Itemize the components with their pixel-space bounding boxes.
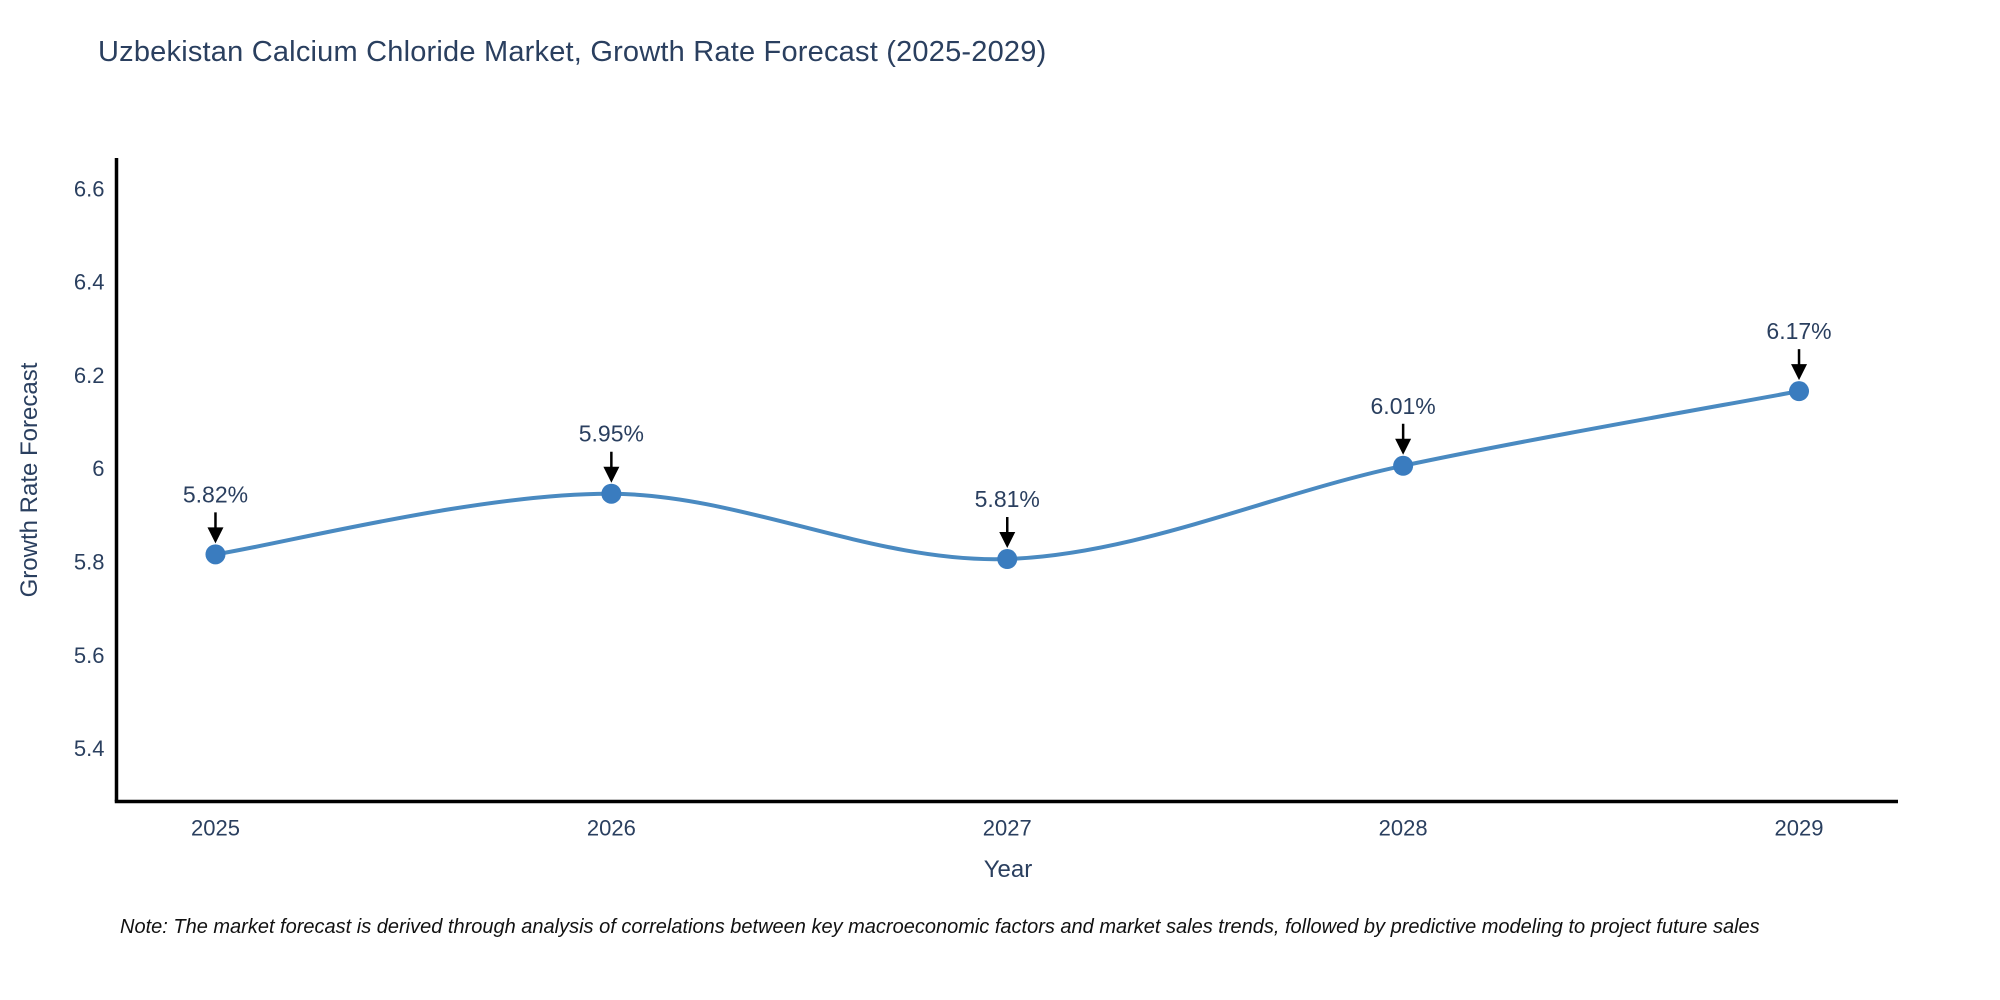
footnote: Note: The market forecast is derived thr… <box>120 916 1760 938</box>
x-tick-label: 2025 <box>191 816 240 841</box>
data-point-marker[interactable] <box>1789 381 1810 402</box>
data-point-label: 5.95% <box>579 421 644 447</box>
y-tick-label: 5.6 <box>74 643 105 668</box>
data-point-label: 6.17% <box>1766 318 1831 344</box>
y-tick-label: 6.4 <box>74 270 105 295</box>
data-point-marker[interactable] <box>1393 455 1414 476</box>
y-tick-label: 5.4 <box>74 736 105 761</box>
annotation-arrowhead-icon <box>999 532 1016 549</box>
data-point-marker[interactable] <box>601 483 622 504</box>
y-tick-label: 6.2 <box>74 363 105 388</box>
y-tick-label: 6 <box>92 456 104 481</box>
x-tick-label: 2026 <box>587 816 636 841</box>
x-axis-title: Year <box>983 856 1033 883</box>
data-point-label: 5.81% <box>975 486 1040 512</box>
chart-title: Uzbekistan Calcium Chloride Market, Grow… <box>98 36 1047 68</box>
annotation-arrowhead-icon <box>1791 364 1808 381</box>
annotation-arrowhead-icon <box>603 466 620 483</box>
x-tick-label: 2027 <box>983 816 1032 841</box>
data-point-marker[interactable] <box>205 544 226 565</box>
data-point-label: 6.01% <box>1371 393 1436 419</box>
y-tick-label: 6.6 <box>74 176 105 201</box>
annotation-arrowhead-icon <box>1395 438 1412 455</box>
data-point-marker[interactable] <box>997 549 1018 570</box>
annotation-arrowhead-icon <box>207 527 224 544</box>
x-tick-label: 2029 <box>1775 816 1824 841</box>
data-point-label: 5.82% <box>183 481 248 507</box>
x-tick-label: 2028 <box>1379 816 1428 841</box>
y-tick-label: 5.8 <box>74 549 105 574</box>
